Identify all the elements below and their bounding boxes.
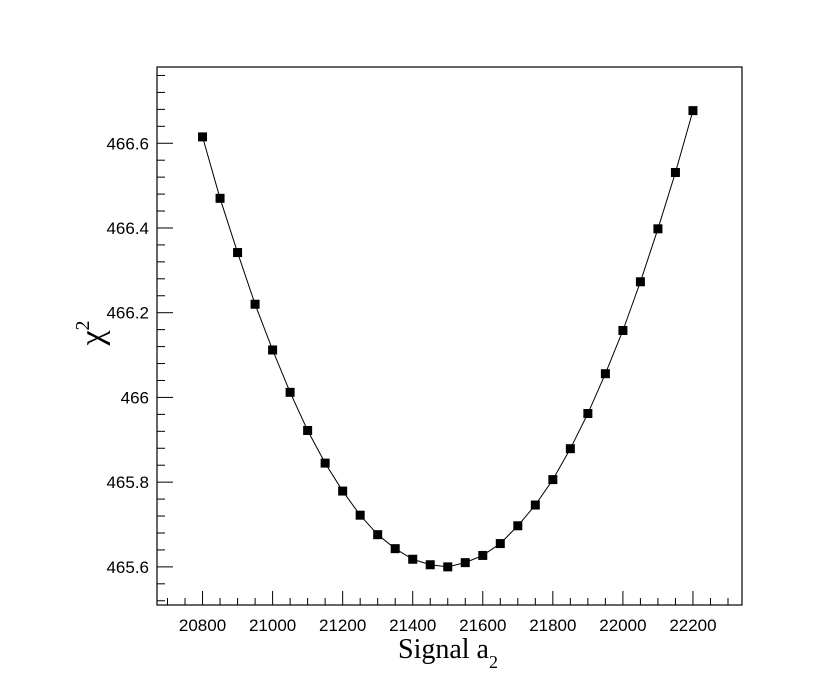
data-point: [548, 475, 558, 485]
data-point: [233, 248, 243, 258]
x-tick-label: 20800: [179, 616, 226, 635]
x-axis-title-subscript: 2: [489, 652, 498, 672]
y-axis-title: χ2: [72, 320, 111, 346]
data-point: [653, 224, 663, 234]
x-tick-label: 21800: [529, 616, 576, 635]
data-point: [670, 167, 680, 177]
x-axis: 20800 21000 21200 21400 21600 21800 22000 22200: [167, 591, 729, 635]
data-point: [320, 458, 330, 468]
y-axis: 465.6 465.8 466 466.2 466.4 466.6: [106, 74, 173, 602]
data-point: [635, 277, 645, 287]
data-point: [390, 544, 400, 554]
data-series: [198, 106, 698, 572]
data-point: [495, 539, 505, 549]
data-point: [355, 510, 365, 520]
data-point: [408, 554, 418, 564]
data-point: [565, 444, 575, 454]
x-axis-title-main: Signal a: [398, 634, 490, 665]
x-tick-label: 22200: [669, 616, 716, 635]
x-tick-label: 21400: [389, 616, 436, 635]
y-tick-label: 465.6: [106, 558, 149, 577]
data-point: [250, 299, 260, 309]
data-point: [513, 521, 523, 531]
data-point: [478, 550, 488, 560]
x-tick-label: 21600: [459, 616, 506, 635]
data-point: [460, 558, 470, 568]
x-tick-label: 21200: [319, 616, 366, 635]
y-axis-title-main: χ: [74, 330, 111, 346]
data-point: [303, 425, 313, 435]
y-tick-label: 466.6: [106, 134, 149, 153]
data-point: [373, 530, 383, 540]
data-point: [688, 106, 698, 116]
y-tick-label: 465.8: [106, 473, 149, 492]
y-tick-label: 466: [121, 388, 149, 407]
plot-frame: [156, 66, 743, 606]
data-point: [285, 387, 295, 397]
y-tick-label: 466.4: [106, 219, 149, 238]
x-axis-title: Signal a2: [398, 634, 498, 672]
data-point: [198, 132, 208, 142]
x-tick-label: 22000: [599, 616, 646, 635]
data-point: [583, 409, 593, 419]
data-point: [338, 486, 348, 496]
plot-frame-border: [156, 66, 743, 606]
data-point: [443, 562, 453, 572]
data-point: [215, 193, 225, 203]
x-tick-label: 21000: [249, 616, 296, 635]
y-axis-title-superscript: 2: [72, 320, 94, 330]
data-point: [600, 369, 610, 379]
data-point: [618, 325, 628, 335]
data-point: [530, 500, 540, 510]
data-point: [268, 345, 278, 355]
data-point: [425, 560, 435, 570]
y-tick-label: 466.2: [106, 304, 149, 323]
